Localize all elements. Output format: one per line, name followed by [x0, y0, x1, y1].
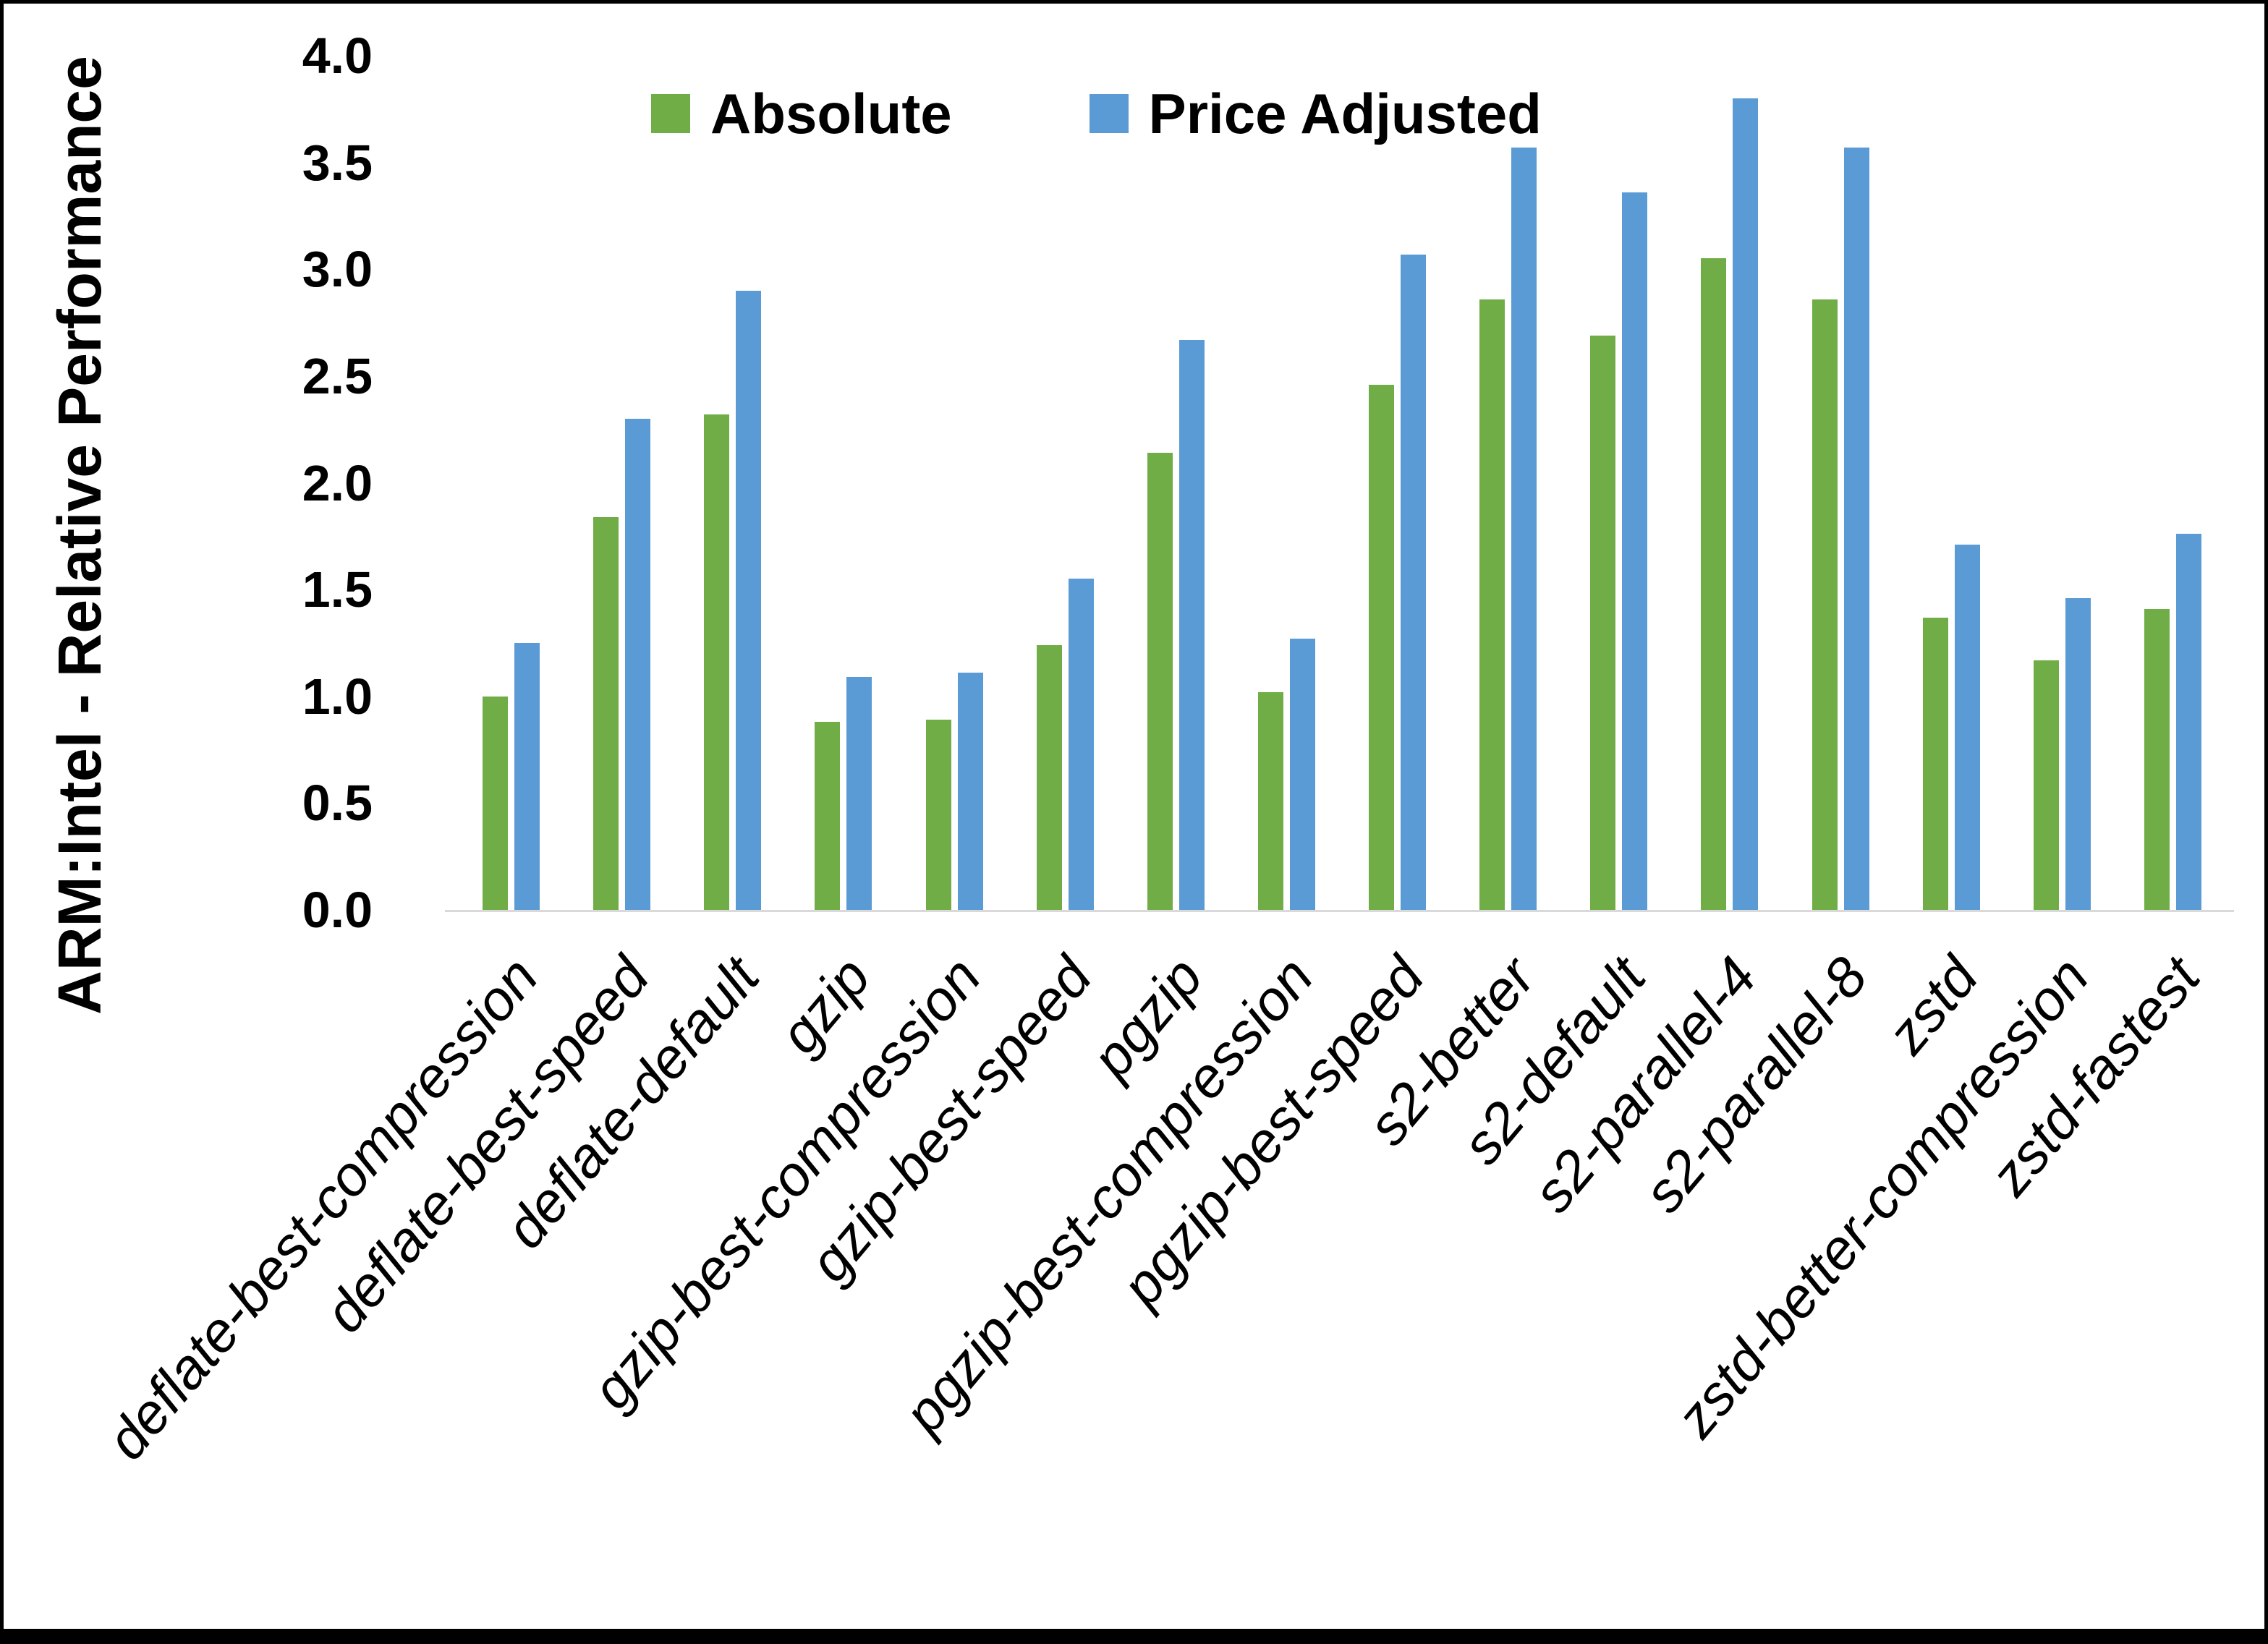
frame-border-top	[0, 0, 2268, 4]
bar-absolute-gzip	[815, 722, 841, 910]
bar-absolute-gzip-best-speed	[1036, 644, 1062, 910]
bar-price-adjusted-zstd	[1954, 545, 1980, 910]
bar-price-adjusted-s2-default	[1622, 192, 1648, 910]
frame-border-right	[2264, 0, 2268, 1644]
y-tick-label-2.5: 2.5	[302, 347, 373, 404]
bar-absolute-deflate-default	[704, 414, 730, 910]
bar-price-adjusted-s2-better	[1511, 147, 1537, 910]
y-tick-label-1.5: 1.5	[302, 561, 373, 618]
bar-price-adjusted-zstd-better-compression	[2065, 597, 2091, 910]
bar-absolute-s2-parallel-4	[1701, 258, 1727, 910]
bar-absolute-pgzip	[1147, 453, 1173, 910]
y-tick-label-3.5: 3.5	[302, 134, 373, 191]
legend: Absolute Price Adjusted	[651, 85, 1542, 142]
bar-price-adjusted-pgzip-best-compression	[1289, 639, 1315, 910]
bar-price-adjusted-gzip-best-speed	[1068, 579, 1094, 910]
y-tick-label-2.0: 2.0	[302, 454, 373, 511]
bar-price-adjusted-deflate-default	[736, 290, 762, 910]
bar-price-adjusted-gzip-best-compression	[957, 673, 983, 910]
bar-absolute-deflate-best-speed	[593, 516, 619, 910]
y-tick-label-4.0: 4.0	[302, 27, 373, 84]
bar-absolute-pgzip-best-compression	[1257, 691, 1283, 910]
bar-absolute-zstd-fastest	[2144, 608, 2170, 910]
bar-absolute-s2-parallel-8	[1812, 299, 1838, 910]
y-tick-label-0.0: 0.0	[302, 882, 373, 938]
legend-item-price-adjusted: Price Adjusted	[1089, 82, 1542, 145]
bar-price-adjusted-s2-parallel-8	[1843, 147, 1869, 910]
bar-absolute-s2-better	[1479, 299, 1505, 910]
bar-price-adjusted-gzip	[846, 677, 872, 910]
frame-border-left	[0, 0, 4, 1644]
bar-price-adjusted-pgzip-best-speed	[1401, 254, 1427, 910]
bar-absolute-gzip-best-compression	[925, 720, 951, 910]
legend-label-absolute: Absolute	[710, 82, 952, 145]
y-tick-label-3.0: 3.0	[302, 241, 373, 298]
bar-price-adjusted-s2-parallel-4	[1733, 98, 1759, 910]
bar-price-adjusted-deflate-best-speed	[625, 418, 651, 910]
x-axis-line	[445, 910, 2234, 912]
legend-swatch-absolute	[651, 94, 690, 133]
bar-absolute-deflate-best-compression	[483, 696, 509, 910]
legend-item-absolute: Absolute	[651, 85, 952, 142]
x-axis-label-deflate-best-compression: deflate-best-compression	[93, 945, 551, 1472]
bar-price-adjusted-zstd-fastest	[2175, 534, 2201, 910]
bar-price-adjusted-deflate-best-compression	[514, 642, 540, 910]
y-tick-label-0.5: 0.5	[302, 775, 373, 832]
y-axis-title: ARM:Intel - Relative Performance	[46, 56, 114, 1015]
bar-absolute-pgzip-best-speed	[1369, 384, 1395, 910]
legend-label-price-adjusted: Price Adjusted	[1148, 82, 1542, 145]
legend-swatch-price-adjusted	[1089, 94, 1129, 133]
bar-absolute-zstd	[1922, 617, 1948, 910]
bar-absolute-s2-default	[1590, 335, 1616, 910]
y-tick-label-1.0: 1.0	[302, 668, 373, 725]
bar-absolute-zstd-better-compression	[2033, 660, 2059, 910]
frame-border-bottom	[0, 1629, 2268, 1644]
bar-price-adjusted-pgzip	[1178, 339, 1205, 910]
